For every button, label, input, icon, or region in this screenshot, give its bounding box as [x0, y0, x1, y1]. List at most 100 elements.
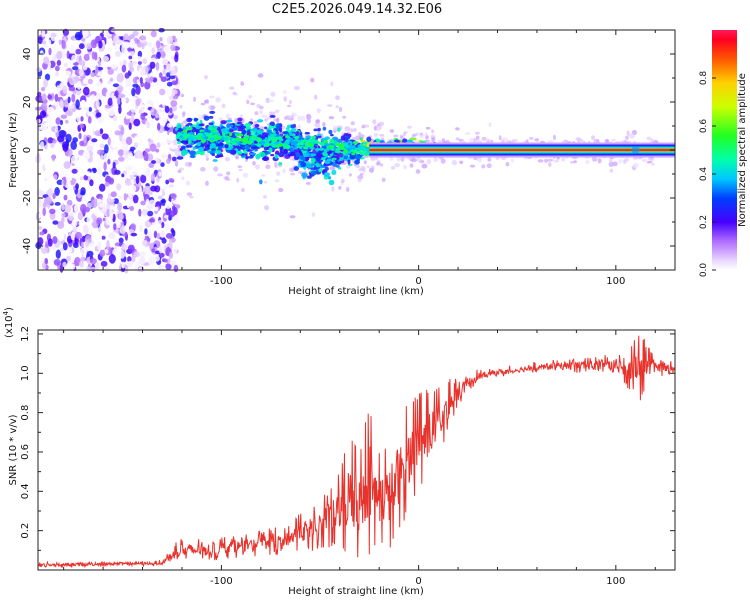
noise-speck: [50, 33, 57, 38]
halo-speck: [276, 171, 281, 176]
halo-speck: [213, 166, 219, 172]
noise-speck: [151, 160, 156, 164]
noise-speck: [132, 216, 138, 224]
halo-speck: [216, 99, 220, 103]
halo-speck: [204, 100, 209, 104]
noise-speck: [45, 264, 49, 270]
halo-speck: [608, 161, 614, 167]
noise-speck: [99, 128, 104, 135]
noise-speck: [111, 141, 117, 148]
halo-speck: [306, 113, 311, 119]
noise-speck: [53, 174, 58, 180]
noise-speck: [128, 170, 133, 176]
noise-speck: [114, 130, 122, 136]
noise-speck: [61, 40, 66, 49]
signal-core: [310, 140, 316, 145]
halo-speck: [265, 97, 270, 104]
noise-speck: [36, 263, 41, 269]
colorbar-gradient: [712, 30, 737, 270]
noise-speck: [150, 133, 154, 141]
noise-speck: [125, 41, 130, 47]
signal-core: [223, 136, 229, 141]
signal-core: [279, 138, 284, 142]
noise-speck: [169, 107, 173, 114]
signal-core: [188, 139, 192, 144]
halo-speck: [259, 109, 263, 115]
noise-speck: [71, 93, 76, 103]
noise-speck: [166, 72, 171, 78]
noise-speck: [100, 260, 108, 267]
halo-speck: [332, 125, 338, 131]
noise-speck: [112, 161, 116, 169]
halo-speck: [650, 138, 654, 144]
halo-speck: [259, 126, 266, 129]
noise-speck: [105, 90, 113, 100]
halo-speck: [193, 96, 197, 103]
halo-speck: [622, 159, 627, 165]
noise-speck: [172, 245, 178, 254]
noise-speck: [65, 133, 72, 143]
noise-speck: [166, 63, 172, 72]
noise-speck: [125, 181, 132, 186]
snr-y-ticks: 0.2 0.4 0.6 0.8 1.0 1.2: [20, 326, 675, 551]
noise-speck: [142, 164, 147, 168]
noise-speck: [43, 78, 48, 88]
noise-speck: [107, 97, 113, 107]
noise-speck: [56, 210, 62, 218]
noise-speck: [127, 188, 133, 198]
noise-speck: [50, 224, 57, 229]
halo-speck: [289, 167, 295, 173]
noise-speck: [38, 36, 43, 45]
signal-core: [343, 149, 348, 154]
halo-speck: [380, 134, 385, 139]
noise-speck: [101, 112, 105, 122]
signal-blob: [203, 115, 210, 121]
halo-speck: [381, 177, 386, 182]
noise-speck: [60, 119, 63, 126]
signal-blob: [244, 144, 250, 150]
noise-speck: [165, 233, 173, 239]
signal-core: [179, 135, 183, 139]
y-tick-label: 1.2: [20, 326, 31, 342]
noise-speck: [160, 98, 165, 104]
halo-speck: [415, 169, 421, 174]
halo-speck: [259, 105, 264, 110]
halo-speck: [254, 164, 261, 170]
noise-speck: [160, 162, 165, 168]
noise-speck: [87, 51, 92, 55]
noise-speck: [89, 94, 96, 103]
noise-speck: [85, 37, 92, 44]
noise-speck: [118, 237, 124, 244]
noise-speck: [90, 114, 97, 120]
signal-blob: [203, 142, 207, 147]
noise-speck: [59, 83, 64, 90]
noise-speck: [97, 149, 105, 155]
noise-speck: [158, 65, 165, 72]
noise-speck: [64, 204, 71, 213]
signal-blob: [247, 155, 254, 159]
noise-speck: [108, 254, 116, 264]
signal-blob: [237, 117, 243, 122]
noise-speck: [67, 211, 74, 221]
noise-speck: [83, 174, 89, 181]
signal-blob: [327, 176, 332, 180]
x-tick-label: -100: [210, 576, 233, 587]
noise-speck: [106, 217, 113, 226]
noise-speck: [96, 112, 102, 118]
signal-core: [188, 135, 194, 140]
halo-speck: [409, 163, 414, 168]
halo-speck: [283, 96, 288, 102]
halo-speck: [229, 86, 235, 90]
noise-speck: [44, 73, 51, 81]
halo-speck: [200, 102, 206, 106]
noise-speck: [157, 122, 161, 131]
halo-speck: [366, 165, 370, 169]
halo-speck: [218, 117, 224, 121]
noise-speck: [79, 164, 86, 173]
noise-speck: [91, 59, 97, 68]
noise-speck: [83, 134, 87, 144]
noise-speck: [80, 190, 86, 196]
noise-speck: [78, 221, 84, 226]
noise-speck: [54, 187, 60, 196]
noise-speck: [141, 235, 145, 240]
